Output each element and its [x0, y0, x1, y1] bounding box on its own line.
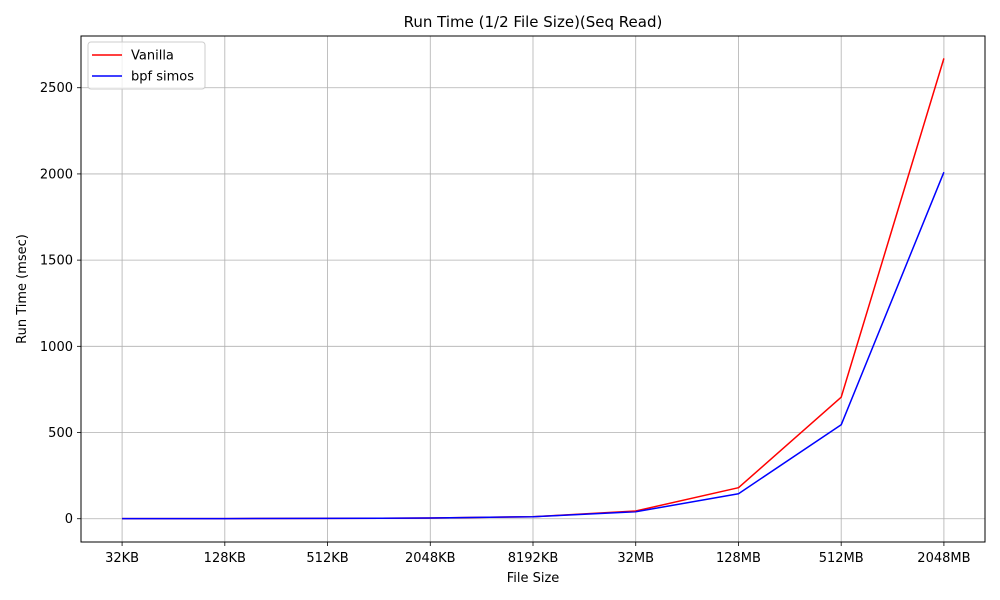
x-tick-label: 128KB: [204, 551, 246, 566]
series-line-bpf-simos: [122, 171, 945, 520]
y-axis: 0 500 1000 1500 2000 2500: [40, 81, 81, 527]
x-tick-label: 2048KB: [405, 551, 456, 566]
x-tick-label: 32MB: [617, 551, 654, 566]
y-axis-title: Run Time (msec): [15, 234, 30, 344]
legend-label: bpf simos: [131, 70, 194, 85]
y-tick-label: 2500: [40, 81, 73, 96]
x-tick-label: 2048MB: [917, 551, 970, 566]
legend: Vanilla bpf simos: [87, 41, 206, 90]
chart-title: Run Time (1/2 File Size)(Seq Read): [404, 13, 663, 31]
legend-box: [87, 41, 206, 90]
y-tick-label: 0: [65, 512, 73, 527]
x-tick-label: 8192KB: [508, 551, 559, 566]
series-group: [122, 58, 945, 520]
y-tick-label: 1000: [40, 340, 73, 355]
x-tick-label: 32KB: [105, 551, 139, 566]
x-axis-title: File Size: [507, 571, 560, 586]
x-tick-label: 128MB: [716, 551, 761, 566]
x-tick-label: 512KB: [306, 551, 348, 566]
x-tick-label: 512MB: [819, 551, 864, 566]
y-tick-label: 1500: [40, 254, 73, 269]
x-axis: 32KB 128KB 512KB 2048KB 8192KB 32MB 128MB 512MB…: [105, 542, 971, 566]
grid: [81, 36, 985, 542]
y-tick-label: 500: [48, 426, 73, 441]
y-tick-label: 2000: [40, 167, 73, 182]
legend-label: Vanilla: [131, 49, 174, 64]
